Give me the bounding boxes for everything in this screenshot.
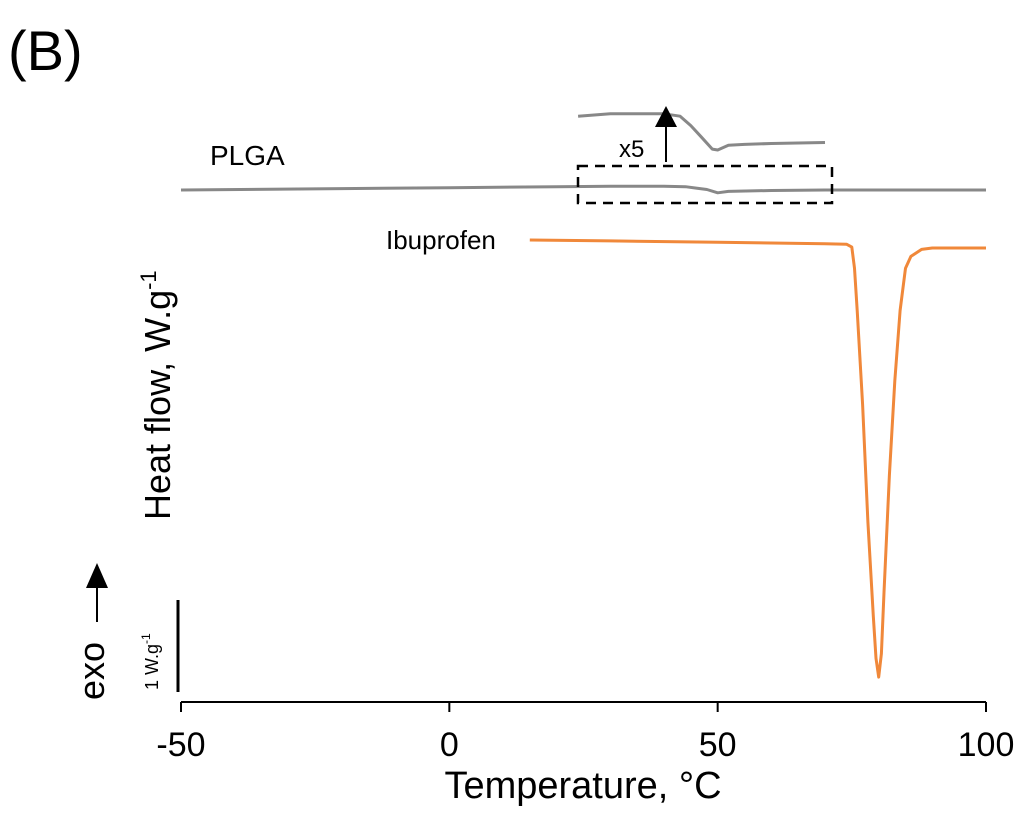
scale-bar-label: 1 W.g-1 bbox=[139, 633, 162, 690]
panel-label: (B) bbox=[8, 19, 83, 82]
exo-label: exo bbox=[71, 642, 112, 700]
series-label-ibuprofen: Ibuprofen bbox=[386, 225, 496, 255]
exo-arrow-head bbox=[86, 563, 108, 588]
x-tick-label: 0 bbox=[440, 726, 459, 764]
series-label-plga: PLGA bbox=[210, 140, 285, 171]
x-tick-label: 50 bbox=[699, 726, 737, 764]
series-line-plga-inset bbox=[577, 112, 826, 152]
x-axis-ticks: -50 0 50 100 bbox=[156, 702, 1014, 764]
x-tick-label: -50 bbox=[156, 726, 205, 764]
y-axis-label-sup: -1 bbox=[136, 270, 161, 290]
zoom-arrow-head bbox=[655, 106, 677, 127]
series-line-plga bbox=[180, 184, 986, 195]
inset-scale-label: x5 bbox=[619, 136, 644, 163]
series-line-ibuprofen bbox=[529, 238, 986, 679]
series-layer bbox=[180, 112, 986, 679]
x-tick-label: 100 bbox=[958, 726, 1015, 764]
x-axis-label: Temperature, °C bbox=[444, 765, 721, 807]
y-axis-label: Heat flow, W.g-1 bbox=[136, 270, 178, 520]
scale-bar-label-sup: -1 bbox=[139, 633, 153, 644]
zoom-box bbox=[576, 164, 834, 205]
